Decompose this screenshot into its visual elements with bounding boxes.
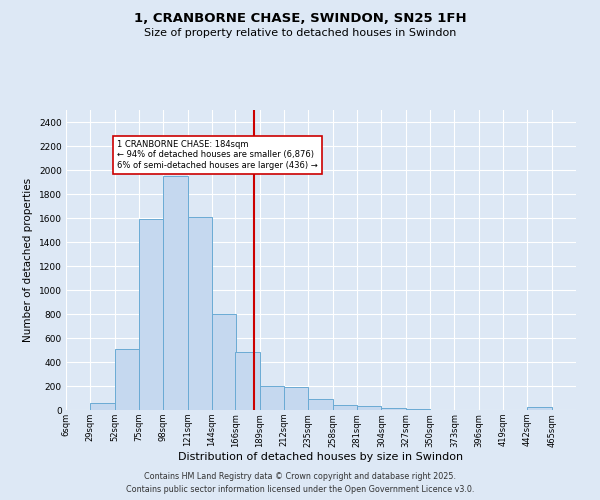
Text: Size of property relative to detached houses in Swindon: Size of property relative to detached ho…	[144, 28, 456, 38]
Bar	[260, 386, 284, 410]
Text: Contains public sector information licensed under the Open Government Licence v3: Contains public sector information licen…	[126, 485, 474, 494]
Bar	[284, 387, 308, 410]
Bar	[332, 405, 357, 410]
Bar	[308, 399, 332, 410]
Bar	[406, 409, 430, 410]
Bar	[235, 352, 260, 410]
Bar	[188, 217, 212, 410]
Text: Contains HM Land Registry data © Crown copyright and database right 2025.: Contains HM Land Registry data © Crown c…	[144, 472, 456, 481]
Bar	[91, 403, 115, 410]
Bar	[115, 349, 139, 410]
Text: 1 CRANBORNE CHASE: 184sqm
← 94% of detached houses are smaller (6,876)
6% of sem: 1 CRANBORNE CHASE: 184sqm ← 94% of detac…	[117, 140, 317, 170]
Bar	[212, 314, 236, 410]
Bar	[357, 406, 382, 410]
Y-axis label: Number of detached properties: Number of detached properties	[23, 178, 33, 342]
Bar	[163, 176, 188, 410]
Bar	[382, 408, 406, 410]
X-axis label: Distribution of detached houses by size in Swindon: Distribution of detached houses by size …	[178, 452, 464, 462]
Bar	[139, 219, 163, 410]
Text: 1, CRANBORNE CHASE, SWINDON, SN25 1FH: 1, CRANBORNE CHASE, SWINDON, SN25 1FH	[134, 12, 466, 26]
Bar	[527, 407, 551, 410]
